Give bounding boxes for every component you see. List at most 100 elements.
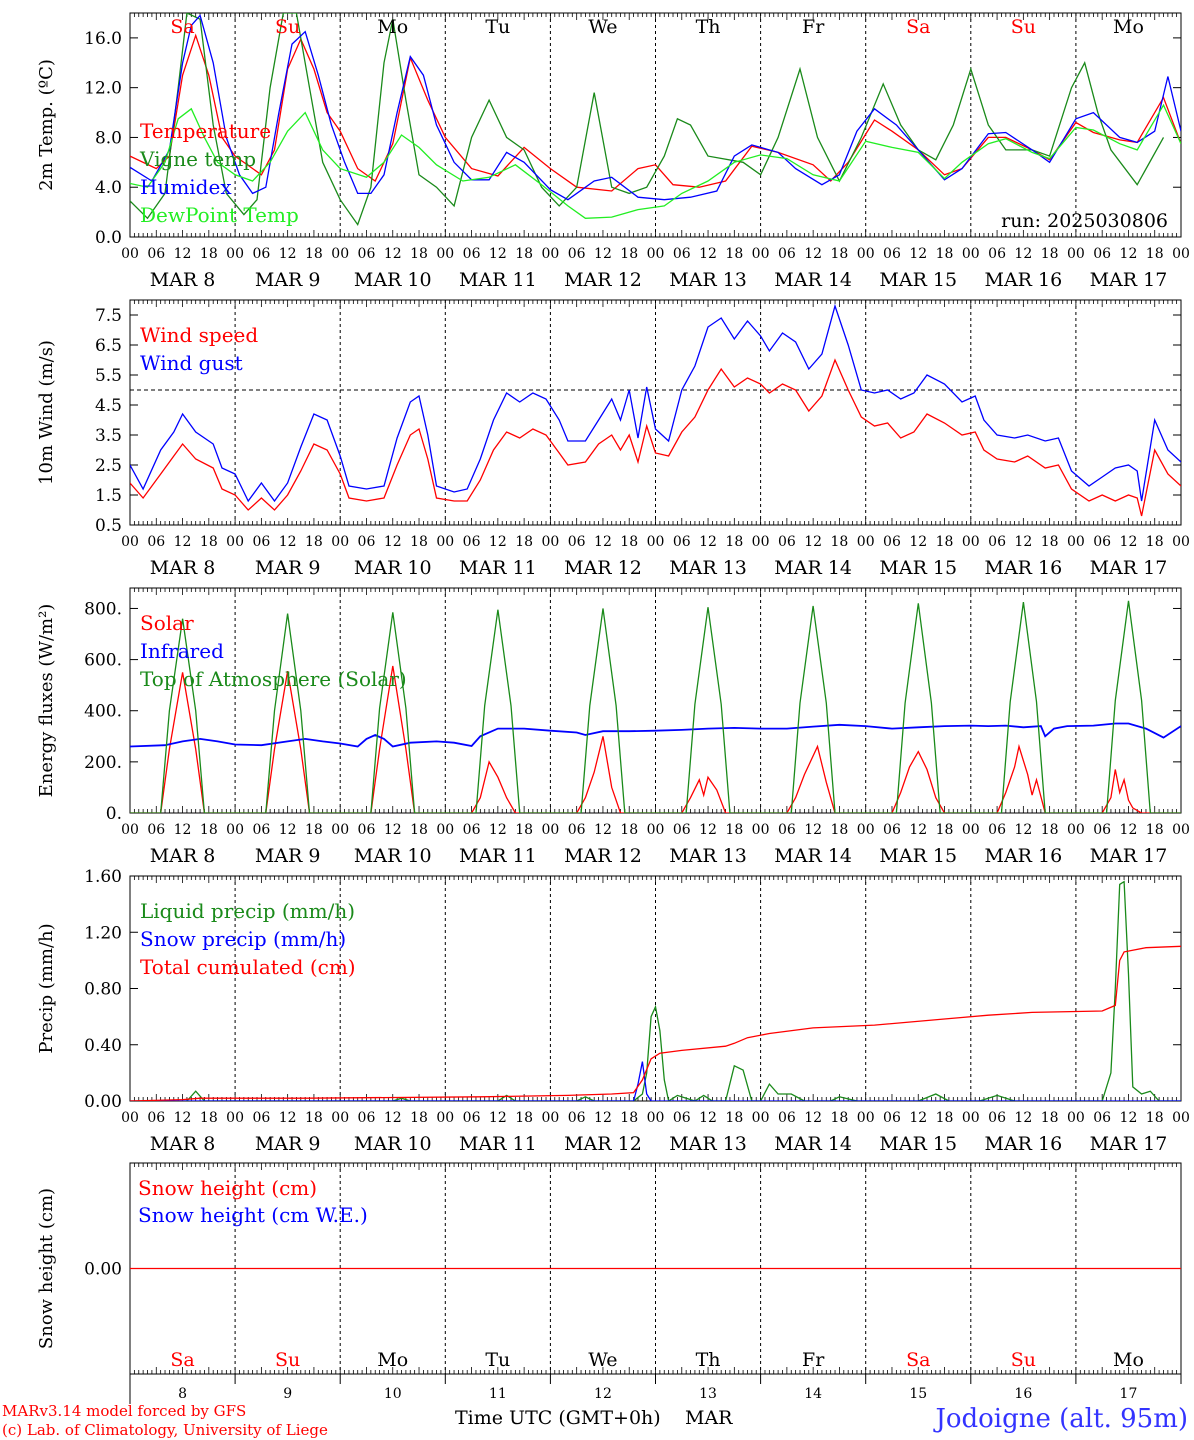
hour-label: 12: [384, 822, 402, 838]
hour-label: 18: [410, 1110, 428, 1126]
date-label: MAR 9: [255, 1133, 321, 1155]
date-number: 10: [384, 1386, 402, 1402]
y-tick-label: 1.20: [84, 923, 122, 943]
date-label: MAR 16: [984, 269, 1062, 291]
hour-label: 00: [226, 1110, 244, 1126]
legend-entry: Solar: [140, 611, 194, 635]
day-label: Mo: [1113, 16, 1144, 38]
legend-entry: Snow height (cm W.E.): [138, 1203, 368, 1227]
hour-label: 12: [909, 246, 927, 262]
hour-label: 06: [988, 246, 1006, 262]
hour-label: 00: [857, 1110, 875, 1126]
day-label: Fr: [802, 1349, 825, 1371]
hour-label: 12: [1120, 246, 1138, 262]
location-title: Jodoigne (alt. 95m): [932, 1404, 1188, 1434]
day-label: Su: [1011, 1349, 1036, 1371]
hour-label: 00: [226, 246, 244, 262]
hour-label: 12: [804, 1110, 822, 1126]
series-line-snow-precip-mm-h-: [130, 1061, 1181, 1101]
hour-label: 00: [962, 822, 980, 838]
date-label: MAR 17: [1090, 269, 1168, 291]
date-number: 17: [1120, 1386, 1138, 1402]
hour-label: 00: [121, 534, 139, 550]
date-label: MAR 13: [669, 1133, 747, 1155]
y-axis-label: Snow height (cm): [36, 1188, 57, 1349]
hour-label: 06: [673, 1110, 691, 1126]
date-number: 8: [178, 1386, 187, 1402]
y-tick-label: 0.5: [95, 516, 122, 536]
hour-label: 12: [1014, 534, 1032, 550]
hour-label: 06: [988, 534, 1006, 550]
hour-label: 12: [174, 534, 192, 550]
day-label: Su: [275, 1349, 300, 1371]
date-label: MAR 8: [150, 1133, 216, 1155]
date-number: 15: [909, 1386, 927, 1402]
hour-label: 00: [331, 822, 349, 838]
date-label: MAR 14: [774, 269, 852, 291]
date-label: MAR 10: [354, 557, 432, 579]
chart-panel-3: 0. 200. 400. 600. 800. Energy fluxes (W/m²) So…: [36, 587, 1190, 867]
hour-label: 12: [489, 1110, 507, 1126]
hour-label: 00: [541, 822, 559, 838]
date-label: MAR 14: [774, 557, 852, 579]
hour-label: 18: [620, 246, 638, 262]
y-axis-label: 2m Temp. (ºC): [36, 59, 57, 191]
y-tick-label: 200.: [84, 753, 122, 773]
date-label: MAR 13: [669, 269, 747, 291]
hour-label: 12: [174, 822, 192, 838]
hour-label: 18: [1146, 1110, 1164, 1126]
hour-label: 06: [358, 246, 376, 262]
hour-label: 12: [279, 1110, 297, 1126]
hour-label: 06: [778, 534, 796, 550]
legend-entry: Wind speed: [140, 323, 258, 347]
hour-label: 18: [725, 534, 743, 550]
date-label: MAR 17: [1090, 1133, 1168, 1155]
date-label: MAR 8: [150, 269, 216, 291]
hour-label: 18: [620, 1110, 638, 1126]
hour-label: 06: [463, 246, 481, 262]
hour-label: 12: [594, 1110, 612, 1126]
date-label: MAR 10: [354, 845, 432, 867]
series-line-wind-speed: [130, 358, 1181, 517]
date-label: MAR 15: [879, 845, 957, 867]
date-label: MAR 12: [564, 845, 642, 867]
hour-label: 00: [436, 1110, 454, 1126]
legend-entry: Wind gust: [140, 351, 243, 375]
hour-label: 00: [647, 1110, 665, 1126]
hour-label: 06: [883, 534, 901, 550]
y-tick-label: 6.5: [95, 336, 122, 356]
hour-label: 18: [936, 534, 954, 550]
legend-entry: Vigne temp: [139, 147, 256, 171]
hour-label: 00: [121, 246, 139, 262]
y-axis-label: Energy fluxes (W/m²): [36, 604, 57, 798]
date-number: 9: [283, 1386, 292, 1402]
series-line-liquid-precip-mm-h-: [130, 880, 1181, 1101]
date-label: MAR 11: [459, 557, 537, 579]
hour-label: 06: [568, 534, 586, 550]
hour-label: 06: [673, 534, 691, 550]
hour-label: 18: [831, 534, 849, 550]
date-number: 13: [699, 1386, 717, 1402]
day-label: Fr: [802, 16, 825, 38]
hour-label: 18: [410, 822, 428, 838]
hour-label: 18: [410, 246, 428, 262]
chart-panel-5: 0.00 Snow height (cm) Snow height (cm) Snow…: [36, 1162, 1182, 1404]
hour-label: 06: [988, 822, 1006, 838]
y-tick-label: 12.0: [84, 79, 122, 99]
y-tick-label: 0.00: [84, 1092, 122, 1112]
hour-label: 00: [1067, 822, 1085, 838]
day-label: Sa: [906, 1349, 930, 1371]
hour-label: 12: [489, 534, 507, 550]
hour-label: 00: [647, 822, 665, 838]
hour-label: 00: [1067, 246, 1085, 262]
chart-panel-4: 0.00 0.40 0.80 1.20 1.60 Precip (mm/h) Liquid …: [36, 867, 1190, 1155]
hour-label: 00: [121, 1110, 139, 1126]
hour-label: 12: [804, 822, 822, 838]
hour-label: 12: [804, 246, 822, 262]
y-tick-label: 4.0: [95, 178, 122, 198]
day-label: Tu: [485, 1349, 510, 1371]
hour-label: 12: [1014, 1110, 1032, 1126]
y-tick-label: 0.40: [84, 1036, 122, 1056]
hour-label: 00: [541, 246, 559, 262]
